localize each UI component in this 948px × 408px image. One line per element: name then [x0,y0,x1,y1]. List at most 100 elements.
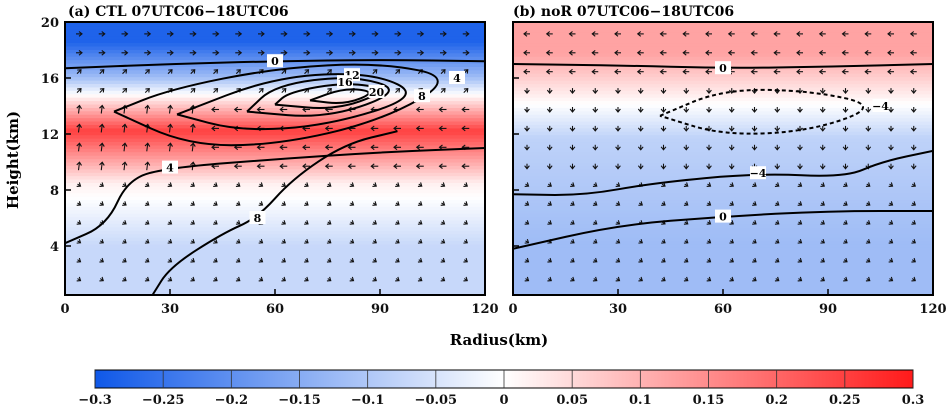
colorbar-tick-label: 0.1 [629,393,652,408]
panel-b-wind-vector [865,144,872,151]
panel-a-wind-vector [417,257,423,263]
panel-b-shade-strip [513,182,933,187]
panel-b-wind-vector [911,257,916,263]
panel-b-wind-vector [820,201,825,206]
colorbar-tick-label: −0.2 [215,393,249,408]
panel-a-shade-strip [65,247,485,252]
panel-a-shade-strip [65,131,485,136]
panel-a-wind-vector [99,123,105,133]
panel-b-wind-vector [547,257,552,263]
panel-b-wind-vector [615,220,621,225]
panel-b-wind-vector [750,31,758,37]
panel-b-wind-vector [705,68,712,75]
panel-a-wind-vector [99,201,104,206]
panel-b-xtick-label: 0 [508,302,517,317]
panel-a-wind-vector [99,69,105,75]
panel-b-xtick-label: 30 [609,302,627,317]
panel-b-title: (b) noR 07UTC06−18UTC06 [513,4,734,20]
panel-a-shade-strip [65,257,485,262]
panel-a-wind-vector [349,220,355,225]
panel-b-wind-vector [570,276,575,282]
panel-b-wind-vector [637,144,644,151]
panel-a-wind-vector [280,49,288,56]
panel-b-shade-strip [513,110,933,115]
panel-b-wind-vector [887,68,894,75]
panel-b-shade-strip [513,199,933,204]
panel-b-wind-vector [683,238,689,244]
panel-b-wind-vector [841,68,849,75]
panel-b-shade-strip [513,267,933,272]
panel-b-wind-vector [752,276,757,282]
panel-b-wind-vector [752,220,757,225]
panel-a-wind-vector [144,220,150,225]
panel-b-wind-vector [728,163,735,170]
panel-a-wind-vector [440,182,446,187]
panel-b-wind-vector [865,276,871,282]
panel-a-wind-vector [258,31,265,37]
panel-a-shade-strip [65,138,485,143]
panel-b-wind-vector [568,31,576,37]
panel-b-wind-vector [638,201,643,206]
panel-b-wind-vector [615,257,621,263]
panel-a-wind-vector [144,238,150,244]
panel-a-shade-strip [65,250,485,255]
panel-a-contour-label: 20 [368,85,385,99]
panel-b-shade-strip [513,120,933,125]
panel-b-shade-strip [513,260,933,265]
panel-a-contour-line [176,73,407,131]
panel-a-shade-strip [65,240,485,245]
panel-a-wind-vector [167,220,173,225]
panel-b-wind-vector [750,49,758,56]
panel-b-shade-strip [513,284,933,289]
panel-b-wind-vector [592,238,598,244]
panel-b-wind-vector [864,31,872,37]
panel-a-shade-strip [65,172,485,177]
panel-b-wind-vector [592,182,598,187]
panel-b-wind-vector [773,31,781,37]
panel-b-contour-line [513,149,933,196]
svg-text:8: 8 [254,212,262,225]
panel-b-wind-vector [865,201,871,206]
panel-a-wind-vector [235,49,243,56]
panel-a-wind-vector [76,104,82,114]
panel-b-wind-vector [797,257,803,263]
svg-text:0: 0 [719,62,727,75]
panel-a-shade-strip [65,42,485,47]
panel-b-wind-vector [888,276,894,282]
panel-b-wind-vector [592,144,599,151]
panel-a-wind-vector [144,69,150,75]
panel-a-wind-vector [212,31,220,37]
panel-b-shade-strip [513,100,933,105]
panel-b-wind-vector [570,257,575,263]
panel-a-xtick-label: 120 [471,302,498,317]
panel-b-wind-vector [818,31,826,37]
panel-a-wind-vector [144,87,150,93]
panel-a-wind-vector [122,257,127,263]
panel-b-wind-vector [524,201,530,206]
panel-b-wind-vector [683,182,689,187]
panel-a-wind-vector [303,49,311,56]
panel-b-shade-strip [513,254,933,259]
panel-a-wind-vector [190,276,195,282]
panel-b-wind-vector [615,238,621,244]
panel-a-wind-vector [393,163,401,170]
panel-b-wind-vector [752,238,757,244]
panel-a-wind-vector [190,238,195,244]
panel-b-wind-vector [843,182,848,187]
panel-b-wind-vector [910,163,917,170]
x-axis-label: Radius(km) [450,331,549,349]
panel-a-wind-vector [167,182,173,187]
panel-a-wind-vector [211,106,219,113]
panel-b-wind-vector [659,68,667,75]
panel-b-wind-vector [615,144,621,151]
panel-a-wind-vector [281,201,286,206]
svg-text:16: 16 [337,76,353,89]
panel-a-wind-vector [324,125,333,132]
panel-a-shade-strip [65,161,485,166]
panel-a-wind-vector [395,182,400,187]
panel-b-wind-vector [570,201,575,206]
panel-a: (a) CTL 07UTC06−18UTC06 0 4 8 12 16 20 4 8 0 30 6… [41,4,499,317]
panel-a-wind-vector [326,31,334,37]
panel-a-shade-strip [65,267,485,272]
panel-a-wind-vector [167,69,173,75]
